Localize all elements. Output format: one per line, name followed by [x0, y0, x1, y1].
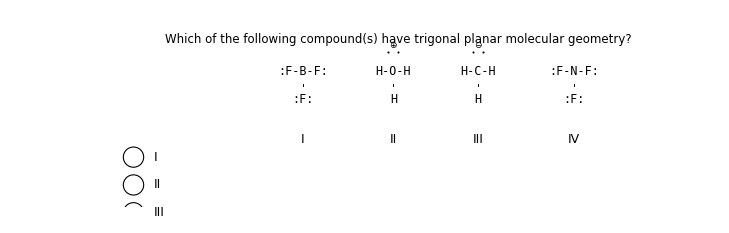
- Text: H-O-H: H-O-H: [375, 65, 411, 78]
- Text: :F:: :F:: [292, 93, 313, 106]
- Text: Which of the following compound(s) have trigonal planar molecular geometry?: Which of the following compound(s) have …: [165, 33, 631, 46]
- Text: II: II: [154, 178, 161, 192]
- Text: II: II: [390, 133, 397, 146]
- Text: :F-B-F:: :F-B-F:: [278, 65, 328, 78]
- Text: I: I: [301, 133, 305, 146]
- Text: IV: IV: [568, 133, 580, 146]
- Text: ⊖: ⊖: [475, 41, 482, 49]
- Text: ⊕: ⊕: [389, 41, 397, 49]
- Text: H-C-H: H-C-H: [460, 65, 496, 78]
- Text: III: III: [472, 133, 483, 146]
- Text: I: I: [154, 151, 157, 164]
- Text: :F:: :F:: [564, 93, 585, 106]
- Text: H: H: [475, 93, 482, 106]
- Text: H: H: [390, 93, 397, 106]
- Text: III: III: [154, 206, 165, 219]
- Text: :F-N-F:: :F-N-F:: [549, 65, 599, 78]
